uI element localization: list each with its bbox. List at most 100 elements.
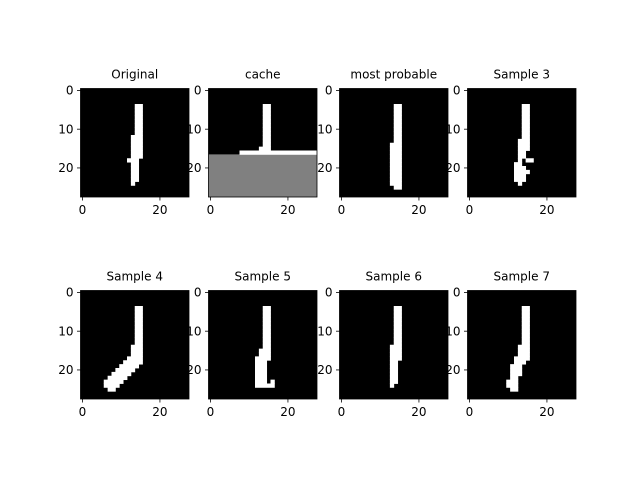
- pixel-run: [255, 379, 268, 384]
- y-tick-label: 20: [445, 161, 460, 175]
- pixel-run: [130, 150, 143, 155]
- pixel-run: [389, 368, 399, 373]
- pixel-run: [393, 138, 402, 144]
- x-tick-label: 0: [338, 203, 346, 217]
- pixel-run: [517, 348, 530, 353]
- subplot-title: Sample 6: [366, 270, 422, 284]
- pixel-run: [389, 154, 402, 159]
- pixel-run: [134, 333, 143, 338]
- pixel-run: [393, 313, 402, 319]
- pixel-run: [134, 317, 143, 322]
- y-tick-label: 20: [445, 363, 460, 377]
- subplot-title: most probable: [350, 68, 437, 82]
- pixel-run: [521, 325, 530, 330]
- pixel-run: [521, 127, 530, 132]
- axes-frame: [80, 88, 190, 198]
- pixel-run: [134, 321, 143, 326]
- subplot-6: Sample 5 0 20 0 10 20: [186, 270, 318, 419]
- pixel-run: [262, 313, 271, 319]
- x-tick-label: 20: [280, 203, 295, 217]
- pixel-run: [393, 317, 402, 322]
- pixel-run: [517, 158, 523, 163]
- pixel-run: [130, 169, 140, 175]
- pixel-run: [389, 352, 402, 357]
- pixel-run: [389, 169, 402, 175]
- pixel-run: [262, 317, 271, 322]
- pixel-run: [262, 135, 271, 140]
- pixel-run: [130, 135, 143, 140]
- pixel-run: [255, 364, 268, 369]
- pixel-run: [393, 131, 402, 136]
- pixel-run: [262, 329, 271, 334]
- pixel-run: [521, 313, 530, 319]
- subplot-title: Sample 4: [107, 270, 163, 284]
- x-tick-label: 0: [466, 203, 474, 217]
- pixel-run: [393, 104, 402, 109]
- x-tick-label: 20: [152, 203, 167, 217]
- pixel-run: [130, 166, 140, 171]
- pixel-run: [389, 379, 399, 384]
- pixel-run: [517, 344, 530, 350]
- pixel-run: [514, 177, 527, 182]
- pixel-run: [130, 177, 140, 182]
- y-tick-label: 0: [453, 286, 461, 300]
- pixel-run: [389, 166, 402, 171]
- pixel-run: [517, 150, 527, 155]
- y-tick-label: 10: [317, 122, 332, 136]
- y-tick-label: 20: [58, 363, 73, 377]
- pixel-run: [521, 111, 530, 117]
- y-tick-label: 20: [186, 363, 201, 377]
- pixel-run: [262, 119, 271, 124]
- pixel-run: [103, 383, 120, 388]
- pixel-run: [510, 375, 519, 381]
- pixel-run: [127, 158, 140, 163]
- pixel-run: [389, 146, 402, 151]
- pixel-run: [521, 333, 530, 338]
- y-tick-label: 0: [325, 286, 333, 300]
- x-tick-label: 20: [152, 405, 167, 419]
- pixel-run: [389, 371, 399, 377]
- pixel-run: [258, 146, 271, 151]
- pixel-run: [521, 329, 530, 334]
- pixel-run: [521, 123, 530, 128]
- pixel-run: [506, 383, 519, 388]
- subplot-1: Original 0 20 0 10 20: [58, 68, 190, 217]
- pixel-run: [393, 340, 402, 346]
- pixel-run: [393, 119, 402, 124]
- pixel-run: [262, 321, 271, 326]
- pixel-run: [127, 356, 143, 361]
- pixel-run: [389, 375, 399, 381]
- pixel-run: [134, 119, 143, 124]
- axes-frame: [208, 88, 318, 198]
- x-tick-label: 0: [79, 203, 87, 217]
- pixel-run: [130, 348, 143, 353]
- pixel-run: [270, 379, 275, 384]
- pixel-run: [134, 111, 143, 117]
- pixel-run: [262, 306, 271, 311]
- x-tick-label: 20: [411, 203, 426, 217]
- pixel-run: [255, 375, 268, 381]
- subplot-title: cache: [245, 68, 281, 82]
- pixel-run: [521, 115, 530, 120]
- pixel-run: [393, 123, 402, 128]
- y-tick-label: 10: [186, 324, 201, 338]
- y-tick-label: 0: [453, 84, 461, 98]
- subplot-2: cache 0 20 0 10 20: [186, 68, 318, 217]
- pixel-run: [134, 306, 143, 311]
- x-tick-label: 0: [338, 405, 346, 419]
- pixel-run: [514, 360, 527, 365]
- pixel-run: [393, 107, 402, 113]
- pixel-run: [389, 158, 402, 163]
- pixel-run: [134, 115, 143, 120]
- pixel-run: [130, 138, 143, 144]
- axes-frame: [339, 290, 449, 400]
- pixel-run: [517, 138, 530, 144]
- axes-frame: [339, 88, 449, 198]
- subplot-title: Original: [111, 68, 158, 82]
- x-tick-label: 20: [539, 203, 554, 217]
- pixel-run: [393, 127, 402, 132]
- y-tick-label: 10: [445, 122, 460, 136]
- pixel-run: [134, 309, 143, 315]
- pixel-run: [130, 146, 143, 151]
